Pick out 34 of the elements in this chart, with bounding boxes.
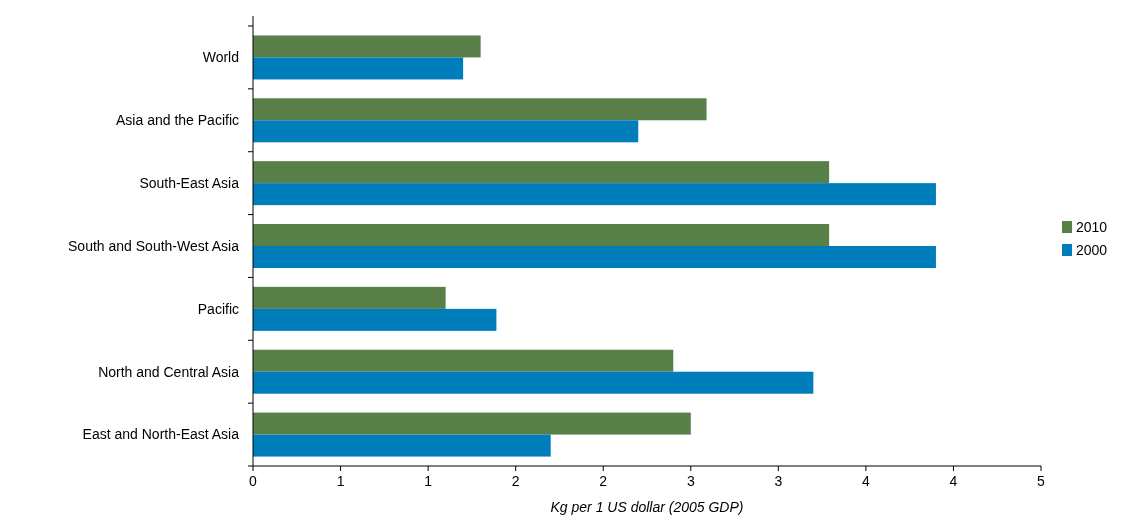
legend-label: 2000 bbox=[1076, 241, 1108, 258]
x-tick-label: 2 bbox=[511, 473, 520, 489]
bar bbox=[253, 308, 497, 331]
bar bbox=[253, 35, 481, 58]
x-tick-label: 3 bbox=[774, 473, 783, 489]
bar bbox=[253, 120, 639, 143]
bar bbox=[253, 161, 830, 184]
bar bbox=[253, 183, 936, 206]
y-tick-label: World bbox=[202, 49, 239, 66]
bar bbox=[253, 349, 674, 372]
bar bbox=[253, 434, 551, 457]
legend-label: 2010 bbox=[1076, 218, 1108, 235]
x-tick-label: 4 bbox=[949, 473, 958, 489]
bar bbox=[253, 224, 830, 246]
x-tick-label: 1 bbox=[336, 473, 345, 489]
x-tick-label: 3 bbox=[686, 473, 695, 489]
x-tick-label: 2 bbox=[599, 473, 608, 489]
y-tick-label: South-East Asia bbox=[139, 175, 240, 192]
x-tick-label: 0 bbox=[249, 473, 258, 489]
bar bbox=[253, 286, 446, 309]
bar bbox=[253, 371, 814, 394]
y-tick-label: Pacific bbox=[197, 300, 239, 317]
x-tick-label: 5 bbox=[1037, 473, 1046, 489]
y-tick-label: North and Central Asia bbox=[98, 363, 240, 380]
bar bbox=[253, 98, 707, 121]
bar bbox=[253, 412, 691, 435]
bar bbox=[253, 246, 936, 268]
x-axis-title: Kg per 1 US dollar (2005 GDP) bbox=[550, 499, 744, 515]
y-tick-label: Asia and the Pacific bbox=[116, 112, 239, 129]
y-tick-label: East and North-East Asia bbox=[82, 426, 240, 443]
x-tick-label: 4 bbox=[861, 473, 870, 489]
x-tick-label: 1 bbox=[424, 473, 433, 489]
y-tick-label: South and South-West Asia bbox=[68, 237, 240, 254]
bar bbox=[253, 57, 464, 80]
